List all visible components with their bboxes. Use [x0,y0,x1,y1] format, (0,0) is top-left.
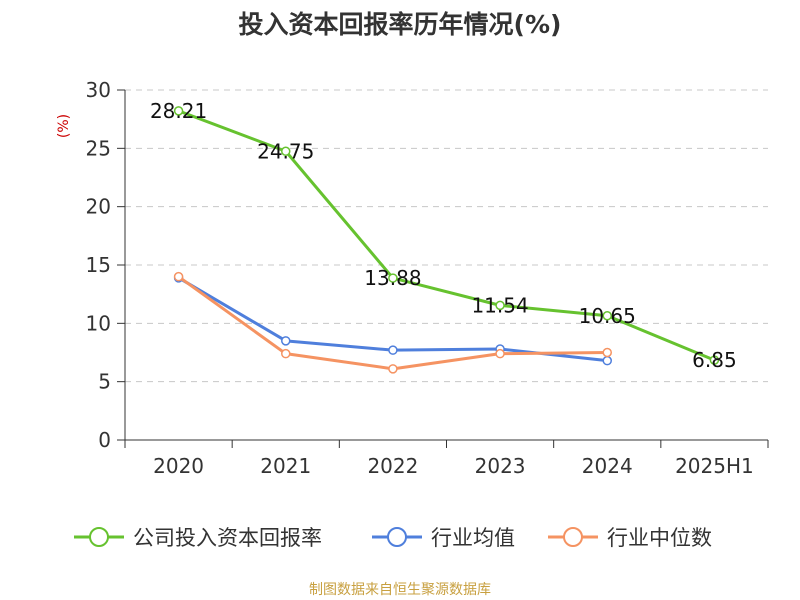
data-point [173,271,184,282]
data-point [602,347,612,358]
x-tick-label: 2020 [153,454,204,478]
data-point [173,106,184,116]
y-tick-label: 10 [86,311,111,335]
data-point [388,273,398,283]
data-point [388,345,398,355]
x-tick-label: 2021 [260,454,311,478]
y-tick-label: 30 [86,78,111,102]
data-point [281,146,291,156]
data-point [602,355,612,366]
y-tick-label: 0 [98,428,111,452]
data-point [495,300,505,311]
y-axis-label: (%) [56,114,72,138]
y-tick-label: 20 [86,195,111,219]
legend: 公司投入资本回报率 行业均值 行业中位数 [74,526,712,550]
legend-marker [387,527,407,547]
data-point [281,336,291,346]
data-point [709,355,720,365]
data-label: 10.65 [579,304,636,328]
legend-marker [563,527,583,547]
legend-item-2: 行业中位数 [548,526,712,550]
source-note: 制图数据来自恒生聚源数据库 [309,582,491,598]
data-point [388,364,398,374]
legend-item-1: 行业均值 [372,526,515,550]
data-point [495,348,505,359]
x-tick-label: 2025H1 [675,454,754,478]
legend-label: 行业均值 [431,526,515,550]
grid-lines [125,89,768,383]
legend-item-0: 公司投入资本回报率 [74,526,322,550]
x-tick-label: 2022 [367,454,418,478]
legend-label: 行业中位数 [607,526,712,550]
legend-label: 公司投入资本回报率 [133,526,322,550]
series-layer [173,106,720,374]
data-labels: 28.21 24.75 13.88 11.54 10.65 6.85 [150,99,737,372]
y-tick-label: 15 [86,253,111,277]
x-axis-ticks: 2020 2021 2022 2023 2024 2025H1 [124,440,769,478]
data-label: 11.54 [471,293,528,317]
chart-title: 投入资本回报率历年情况(%) [239,10,562,39]
legend-marker [89,527,109,547]
data-label: 13.88 [364,266,421,290]
series-line-0 [178,109,715,362]
data-label: 24.75 [257,139,314,163]
y-tick-label: 5 [98,370,111,394]
y-axis-ticks: 0 5 10 15 20 25 30 [86,78,125,452]
x-tick-label: 2024 [582,454,633,478]
data-point [281,348,291,359]
data-point [602,311,612,321]
y-tick-label: 25 [86,136,111,160]
data-label: 6.85 [692,348,737,372]
x-tick-label: 2023 [475,454,526,478]
data-label: 28.21 [150,99,207,123]
